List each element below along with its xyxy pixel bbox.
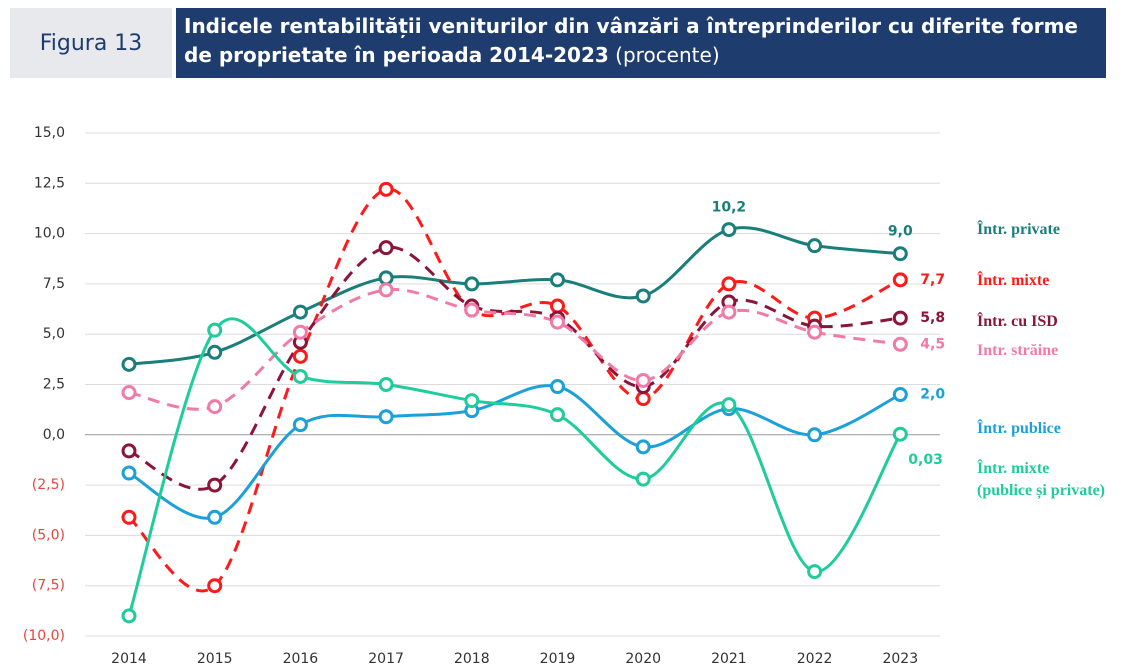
x-tick-label: 2014 bbox=[111, 651, 147, 667]
chart-title-box: Indicele rentabilității veniturilor din … bbox=[176, 8, 1106, 78]
point bbox=[721, 397, 737, 413]
point bbox=[550, 407, 565, 423]
value-label: 10,2 bbox=[712, 200, 747, 216]
value-label: 4,5 bbox=[920, 336, 945, 352]
x-tick-label: 2018 bbox=[454, 651, 490, 667]
point bbox=[464, 393, 480, 409]
value-label: 7,7 bbox=[920, 272, 945, 288]
point bbox=[550, 379, 565, 395]
point bbox=[721, 222, 737, 238]
point bbox=[292, 304, 308, 320]
legend-label: Intr. străine bbox=[977, 342, 1059, 359]
y-tick-label: 10,0 bbox=[34, 226, 65, 242]
y-tick-label: (7,5) bbox=[32, 578, 65, 594]
point bbox=[207, 477, 223, 493]
point bbox=[550, 272, 565, 288]
y-tick-label: 5,0 bbox=[43, 326, 65, 342]
point bbox=[121, 443, 137, 459]
point bbox=[721, 276, 737, 292]
point bbox=[464, 276, 480, 292]
point bbox=[635, 391, 651, 407]
point bbox=[121, 509, 137, 525]
point bbox=[807, 324, 823, 340]
point bbox=[892, 310, 908, 326]
point bbox=[635, 372, 651, 388]
chart-subtitle: (procente) bbox=[615, 43, 720, 67]
point bbox=[292, 417, 308, 433]
legend-label: Într. mixte bbox=[977, 272, 1050, 289]
point bbox=[892, 272, 908, 288]
point bbox=[635, 471, 651, 487]
x-tick-label: 2015 bbox=[197, 651, 233, 667]
value-label: 0,03 bbox=[908, 452, 943, 468]
point bbox=[378, 409, 394, 425]
point bbox=[892, 246, 908, 262]
x-tick-label: 2019 bbox=[540, 651, 576, 667]
point bbox=[635, 288, 651, 304]
x-tick-label: 2016 bbox=[283, 651, 319, 667]
y-tick-label: (5,0) bbox=[32, 527, 65, 543]
point bbox=[292, 348, 308, 364]
point bbox=[292, 324, 308, 340]
point bbox=[121, 465, 137, 481]
y-tick-label: (10,0) bbox=[23, 628, 65, 644]
y-tick-label: 7,5 bbox=[43, 276, 65, 292]
value-label: 5,8 bbox=[920, 310, 945, 326]
figure-label: Figura 13 bbox=[10, 8, 172, 78]
y-tick-label: 15,0 bbox=[34, 125, 65, 141]
point bbox=[807, 564, 823, 580]
x-tick-label: 2021 bbox=[711, 651, 747, 667]
legend-label: Într. mixte (publice și private) bbox=[977, 460, 1105, 499]
point bbox=[550, 298, 565, 314]
point bbox=[121, 356, 137, 372]
value-label: 9,0 bbox=[888, 224, 913, 240]
point bbox=[807, 427, 823, 443]
point bbox=[892, 426, 908, 442]
point bbox=[721, 304, 737, 320]
point bbox=[550, 314, 565, 330]
series-line bbox=[128, 287, 901, 411]
point bbox=[378, 377, 394, 392]
series-line bbox=[128, 226, 901, 366]
y-tick-label: 12,5 bbox=[34, 175, 65, 191]
y-tick-label: 0,0 bbox=[43, 427, 65, 443]
point bbox=[207, 322, 223, 338]
y-tick-label: 2,5 bbox=[43, 377, 65, 393]
point bbox=[892, 336, 908, 352]
point bbox=[121, 608, 137, 624]
point bbox=[378, 240, 394, 256]
legend-label: Într. cu ISD bbox=[977, 313, 1058, 330]
series-line bbox=[128, 384, 901, 520]
point bbox=[378, 282, 394, 298]
x-tick-label: 2020 bbox=[625, 651, 661, 667]
point bbox=[292, 368, 308, 384]
series-line bbox=[127, 187, 901, 593]
legend-label: Într. private bbox=[977, 221, 1060, 238]
chart-title: Indicele rentabilității veniturilor din … bbox=[184, 14, 1078, 67]
point bbox=[378, 270, 394, 286]
point bbox=[207, 509, 223, 525]
series-line bbox=[128, 245, 901, 491]
y-tick-label: (2,5) bbox=[32, 477, 65, 493]
point bbox=[207, 399, 223, 415]
legend-label: Într. publice bbox=[977, 420, 1061, 437]
point bbox=[807, 238, 823, 254]
point bbox=[464, 302, 480, 318]
point bbox=[378, 181, 394, 197]
point bbox=[207, 578, 223, 594]
x-tick-label: 2023 bbox=[882, 651, 918, 667]
point bbox=[207, 344, 223, 360]
point bbox=[892, 387, 908, 403]
series-line bbox=[127, 317, 902, 617]
point bbox=[121, 385, 137, 401]
point bbox=[635, 439, 651, 455]
x-tick-label: 2022 bbox=[797, 651, 833, 667]
value-label: 2,0 bbox=[920, 387, 945, 403]
x-tick-label: 2017 bbox=[368, 651, 404, 667]
